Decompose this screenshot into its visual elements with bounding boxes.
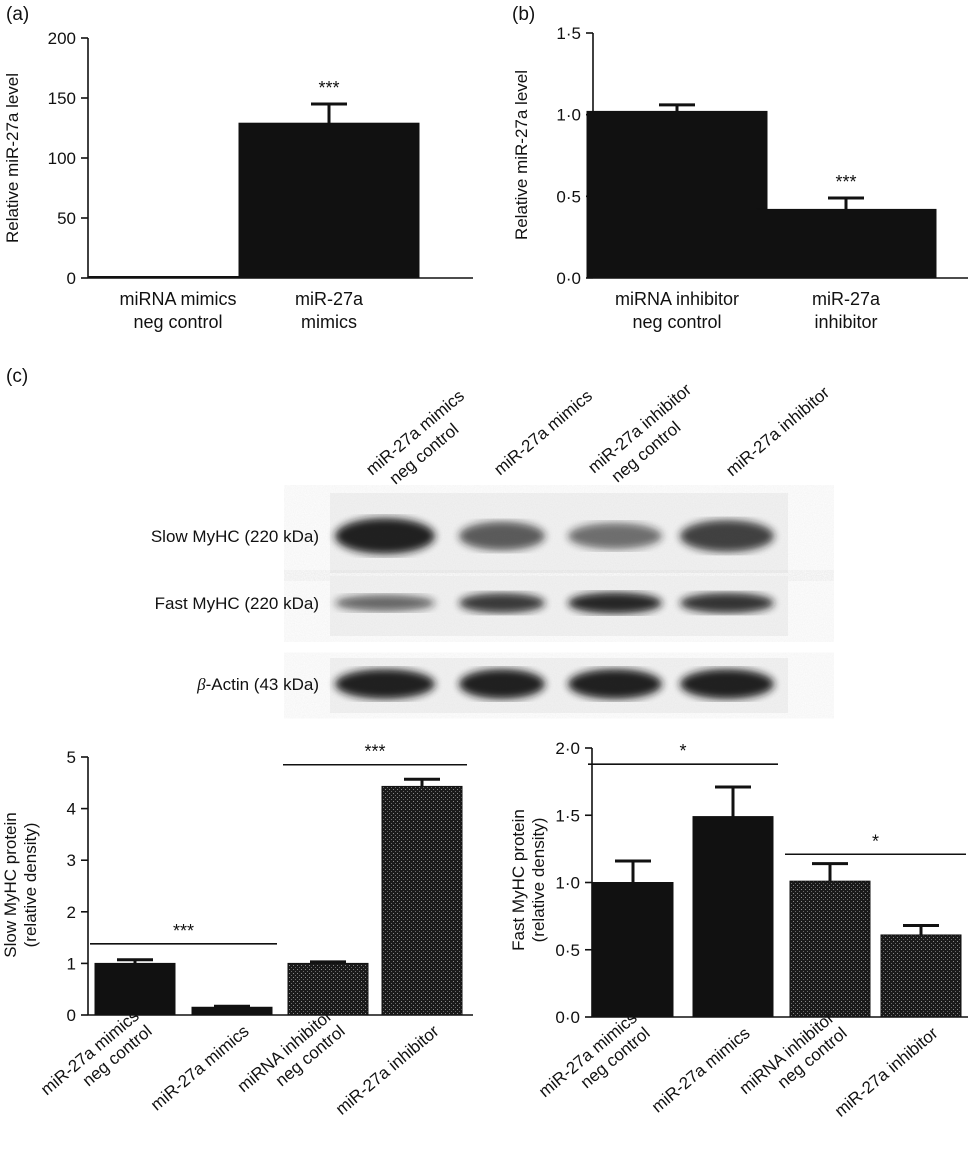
blot-band bbox=[568, 522, 662, 550]
y-tick-label: 0 bbox=[67, 1006, 76, 1025]
panel-b-label: (b) bbox=[512, 4, 535, 25]
y-tick-label: 150 bbox=[48, 89, 76, 108]
blot-row-label-text: -Actin (43 kDa) bbox=[206, 675, 319, 694]
y-axis-label: (relative density) bbox=[21, 823, 40, 948]
y-tick-label: 200 bbox=[48, 29, 76, 48]
y-tick-label: 0·0 bbox=[556, 269, 581, 288]
chart-fast-myhc: 0·0 0·5 1·0 1·5 2·0 Fast MyHC protein (relativ… bbox=[509, 739, 968, 1121]
x-category-label: miR-27a bbox=[812, 289, 881, 309]
blot-band bbox=[335, 594, 435, 612]
x-category-label: miR-27a bbox=[295, 289, 364, 309]
blot-row-label: Slow MyHC (220 kDa) bbox=[151, 527, 319, 546]
lane-label-text: miR-27a inhibitor bbox=[722, 383, 833, 480]
y-tick-label: 0·0 bbox=[555, 1008, 580, 1027]
y-tick-label: 0·5 bbox=[555, 941, 580, 960]
x-category-text: miR-27a mimics bbox=[648, 1024, 754, 1117]
lane-label-text: miR-27a mimics bbox=[490, 386, 596, 479]
y-tick-label: 1·5 bbox=[555, 806, 580, 825]
y-tick-label: 5 bbox=[67, 748, 76, 767]
y-tick-label: 3 bbox=[67, 851, 76, 870]
chart-a: 0 50 100 150 200 Relative miR-27a level *** miR… bbox=[3, 29, 473, 332]
bar bbox=[287, 962, 369, 1016]
x-category-label: mimics bbox=[301, 312, 357, 332]
blot-band bbox=[680, 520, 774, 552]
bar bbox=[191, 1006, 273, 1016]
bar bbox=[592, 882, 674, 1018]
bar bbox=[586, 110, 768, 279]
x-category-label: neg control bbox=[133, 312, 222, 332]
x-category-label: miRNA mimics bbox=[120, 289, 237, 309]
bar bbox=[238, 122, 420, 279]
y-axis-label: Slow MyHC protein bbox=[1, 812, 20, 958]
y-tick-label: 1 bbox=[67, 954, 76, 973]
x-category-label: neg control bbox=[632, 312, 721, 332]
y-axis-label: Relative miR-27a level bbox=[512, 70, 531, 240]
x-category-label: miR-27a mimics bbox=[648, 1024, 754, 1117]
significance-label: * bbox=[679, 741, 686, 761]
y-tick-label: 0 bbox=[67, 269, 76, 288]
significance-label: *** bbox=[835, 172, 856, 192]
x-category-text: miR-27a mimics bbox=[147, 1022, 253, 1115]
bar bbox=[789, 880, 871, 1018]
blot-band bbox=[568, 669, 662, 699]
blot-band bbox=[568, 592, 662, 614]
bar bbox=[692, 816, 774, 1018]
bar bbox=[94, 962, 176, 1016]
y-tick-label: 100 bbox=[48, 149, 76, 168]
significance-label: *** bbox=[364, 742, 385, 762]
y-axis-label: Relative miR-27a level bbox=[3, 73, 22, 243]
bar bbox=[381, 785, 463, 1016]
y-tick-label: 1·0 bbox=[556, 106, 581, 125]
lane-label: miR-27a inhibitor bbox=[722, 383, 833, 480]
blot-band bbox=[459, 592, 545, 614]
chart-slow-myhc: 0 1 2 3 4 5 Slow MyHC protein (relative density… bbox=[1, 742, 473, 1119]
y-axis-label: (relative density) bbox=[529, 818, 548, 943]
x-category-label: miRNA inhibitor bbox=[615, 289, 739, 309]
significance-label: *** bbox=[173, 921, 194, 941]
blot-band bbox=[680, 669, 774, 699]
blot-row-label: Fast MyHC (220 kDa) bbox=[155, 594, 319, 613]
blot-row-label: β-Actin (43 kDa) bbox=[196, 675, 319, 694]
blot-row-label-greek: β bbox=[196, 675, 206, 694]
y-tick-label: 2·0 bbox=[555, 739, 580, 758]
y-tick-label: 2 bbox=[67, 903, 76, 922]
blot-band bbox=[335, 669, 435, 699]
significance-label: *** bbox=[318, 78, 339, 98]
blot-band bbox=[459, 669, 545, 699]
y-tick-label: 0·5 bbox=[556, 187, 581, 206]
y-axis-label: Fast MyHC protein bbox=[509, 809, 528, 951]
y-tick-label: 1·0 bbox=[555, 874, 580, 893]
lane-label: miR-27a mimics bbox=[490, 386, 596, 479]
bar bbox=[755, 208, 937, 279]
x-category-text: miR-27a inhibitor bbox=[332, 1021, 443, 1118]
y-tick-label: 50 bbox=[57, 209, 76, 228]
panel-a-label: (a) bbox=[6, 4, 29, 25]
y-tick-label: 1·5 bbox=[556, 24, 581, 43]
chart-b: 0·0 0·5 1·0 1·5 Relative miR-27a level *** miR… bbox=[512, 24, 968, 332]
blot-band bbox=[459, 521, 545, 551]
significance-label: * bbox=[872, 831, 879, 851]
x-category-label: miR-27a inhibitor bbox=[332, 1021, 443, 1118]
y-tick-label: 4 bbox=[67, 800, 76, 819]
x-category-label: inhibitor bbox=[814, 312, 877, 332]
x-category-label: miR-27a mimics bbox=[147, 1022, 253, 1115]
bar bbox=[880, 934, 962, 1018]
blot-band bbox=[680, 592, 774, 614]
panel-c-label: (c) bbox=[6, 366, 28, 387]
blot-band bbox=[335, 518, 435, 554]
